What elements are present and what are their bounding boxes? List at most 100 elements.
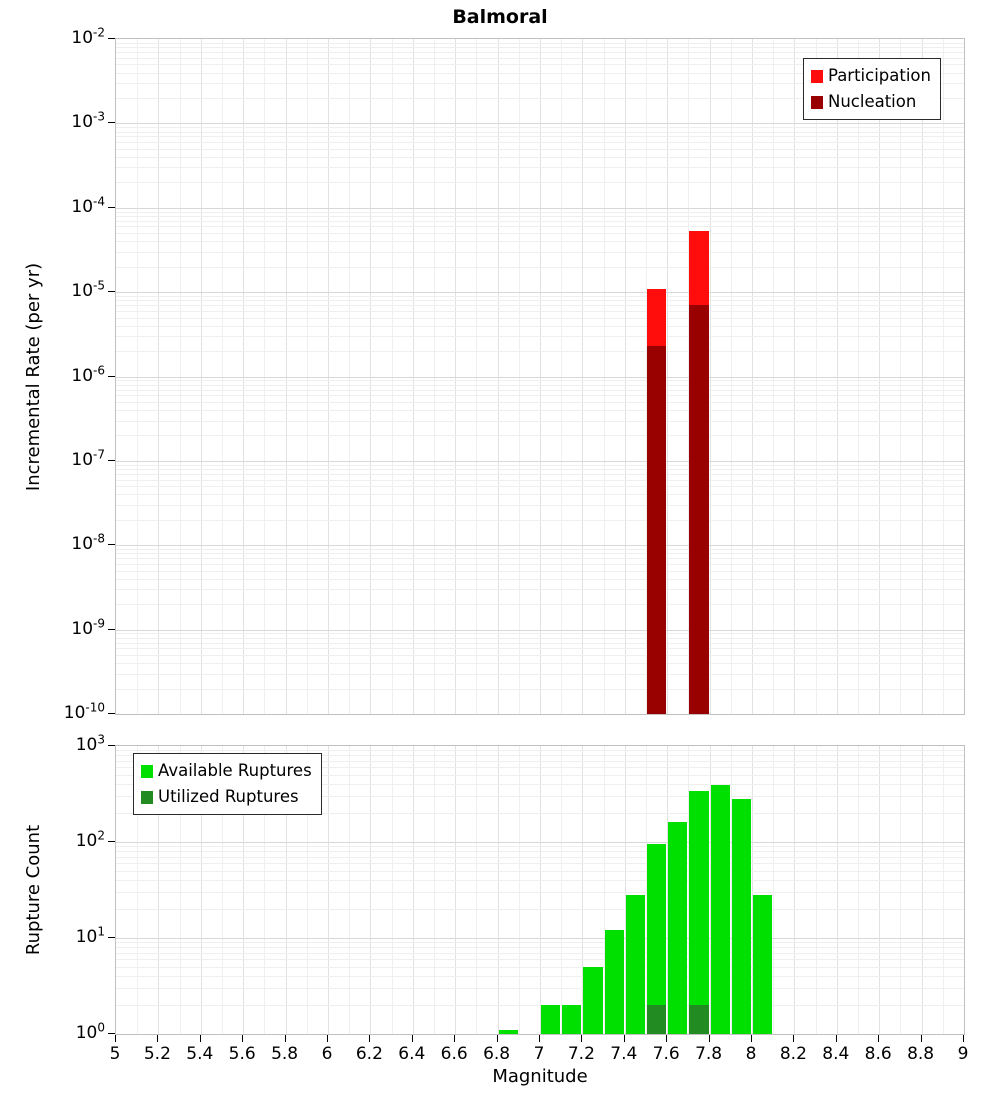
gridline — [116, 655, 964, 657]
gridline — [116, 1005, 964, 1007]
gridline — [582, 746, 584, 1034]
x-tick-label: 8.8 — [907, 1044, 935, 1064]
gridline — [116, 376, 964, 378]
gridline — [116, 215, 964, 217]
available-ruptures-legend-label: Available Ruptures — [158, 761, 312, 780]
gridline — [116, 796, 964, 798]
available-ruptures-bar — [583, 966, 603, 1034]
gridline — [116, 589, 964, 591]
chart-title: Balmoral — [452, 6, 548, 28]
gridline — [116, 976, 964, 978]
x-tick-label: 5.2 — [143, 1044, 171, 1064]
gridline — [116, 211, 964, 213]
x-axis-tick — [539, 1035, 540, 1042]
x-tick-label: 5 — [109, 1044, 121, 1064]
gridline — [709, 746, 711, 1034]
y-axis-tick — [108, 745, 115, 746]
gridline — [116, 83, 964, 85]
y-axis-tick — [108, 291, 115, 293]
available-ruptures-bar — [562, 1005, 582, 1034]
count-y-axis-label: Rupture Count — [23, 824, 44, 956]
gridline — [328, 746, 329, 1034]
x-axis-tick — [496, 1035, 498, 1042]
y-tick-label: 10-9 — [71, 616, 105, 639]
gridline — [561, 746, 563, 1034]
y-tick-label: 10-4 — [71, 194, 105, 217]
utilized-ruptures-bar — [647, 1005, 667, 1034]
gridline — [116, 486, 964, 488]
gridline — [116, 813, 964, 815]
gridline — [116, 604, 964, 606]
legend-item-utilized-ruptures: Utilized Ruptures — [141, 784, 312, 810]
x-axis-tick — [115, 1035, 116, 1042]
gridline — [116, 64, 964, 66]
gridline — [116, 942, 964, 944]
y-axis-tick — [108, 122, 115, 124]
gridline — [222, 746, 223, 1034]
rate-y-axis-label: Incremental Rate (per yr) — [23, 262, 44, 491]
x-tick-label: 8 — [745, 1044, 757, 1064]
gridline — [116, 136, 964, 138]
x-tick-label: 7.4 — [610, 1044, 638, 1064]
y-axis-tick — [108, 544, 115, 546]
gridline — [116, 767, 964, 769]
gridline — [116, 401, 964, 403]
nucleation-legend-label: Nucleation — [827, 92, 917, 111]
gridline — [116, 504, 964, 506]
x-tick-label: 9 — [957, 1044, 969, 1064]
gridline — [116, 473, 964, 475]
y-tick-label: 10-5 — [71, 278, 105, 302]
gridline — [116, 880, 964, 882]
gridline — [116, 389, 964, 391]
x-axis-tick — [878, 1035, 880, 1042]
gridline — [370, 746, 372, 1034]
gridline — [116, 251, 964, 253]
gridline — [116, 310, 964, 312]
gridline — [667, 746, 669, 1034]
gridline — [116, 870, 964, 872]
x-axis-tick — [157, 1035, 159, 1042]
gridline — [116, 52, 964, 54]
gridline — [646, 746, 647, 1034]
x-tick-label: 8.6 — [864, 1044, 892, 1064]
gridline — [603, 746, 605, 1034]
utilized-ruptures-legend-label: Utilized Ruptures — [158, 787, 299, 806]
gridline — [455, 746, 457, 1034]
gridline — [518, 746, 520, 1034]
x-axis-tick — [835, 1035, 837, 1042]
gridline — [116, 494, 964, 496]
x-axis-tick — [793, 1035, 795, 1042]
gridline — [116, 336, 964, 338]
available-ruptures-bar — [668, 822, 688, 1034]
gridline — [116, 241, 964, 243]
x-axis-tick — [581, 1035, 583, 1042]
x-axis-tick — [284, 1035, 286, 1042]
legend-item-nucleation: Nucleation — [810, 89, 931, 115]
gridline — [879, 746, 881, 1034]
y-tick-label: 10-7 — [71, 447, 105, 471]
x-tick-label: 6.2 — [355, 1044, 383, 1064]
gridline — [116, 570, 964, 572]
gridline — [116, 563, 964, 565]
gridline — [116, 549, 964, 551]
gridline — [116, 148, 964, 150]
x-axis-tick — [242, 1035, 244, 1042]
gridline — [116, 380, 964, 382]
y-axis-tick — [108, 38, 115, 39]
gridline — [243, 746, 245, 1034]
y-tick-label: 103 — [75, 732, 105, 756]
y-axis-tick — [108, 937, 115, 938]
x-tick-label: 6.4 — [398, 1044, 426, 1064]
gridline — [540, 746, 541, 1034]
available-ruptures-bar — [625, 895, 645, 1034]
gridline — [179, 746, 181, 1034]
gridline — [116, 629, 964, 631]
x-tick-label: 8.4 — [822, 1044, 850, 1064]
gridline — [815, 746, 817, 1034]
x-axis-tick — [454, 1035, 456, 1042]
gridline — [116, 545, 964, 547]
y-axis-tick — [108, 375, 115, 377]
gridline — [158, 746, 160, 1034]
utilized-ruptures-swatch — [141, 790, 153, 804]
